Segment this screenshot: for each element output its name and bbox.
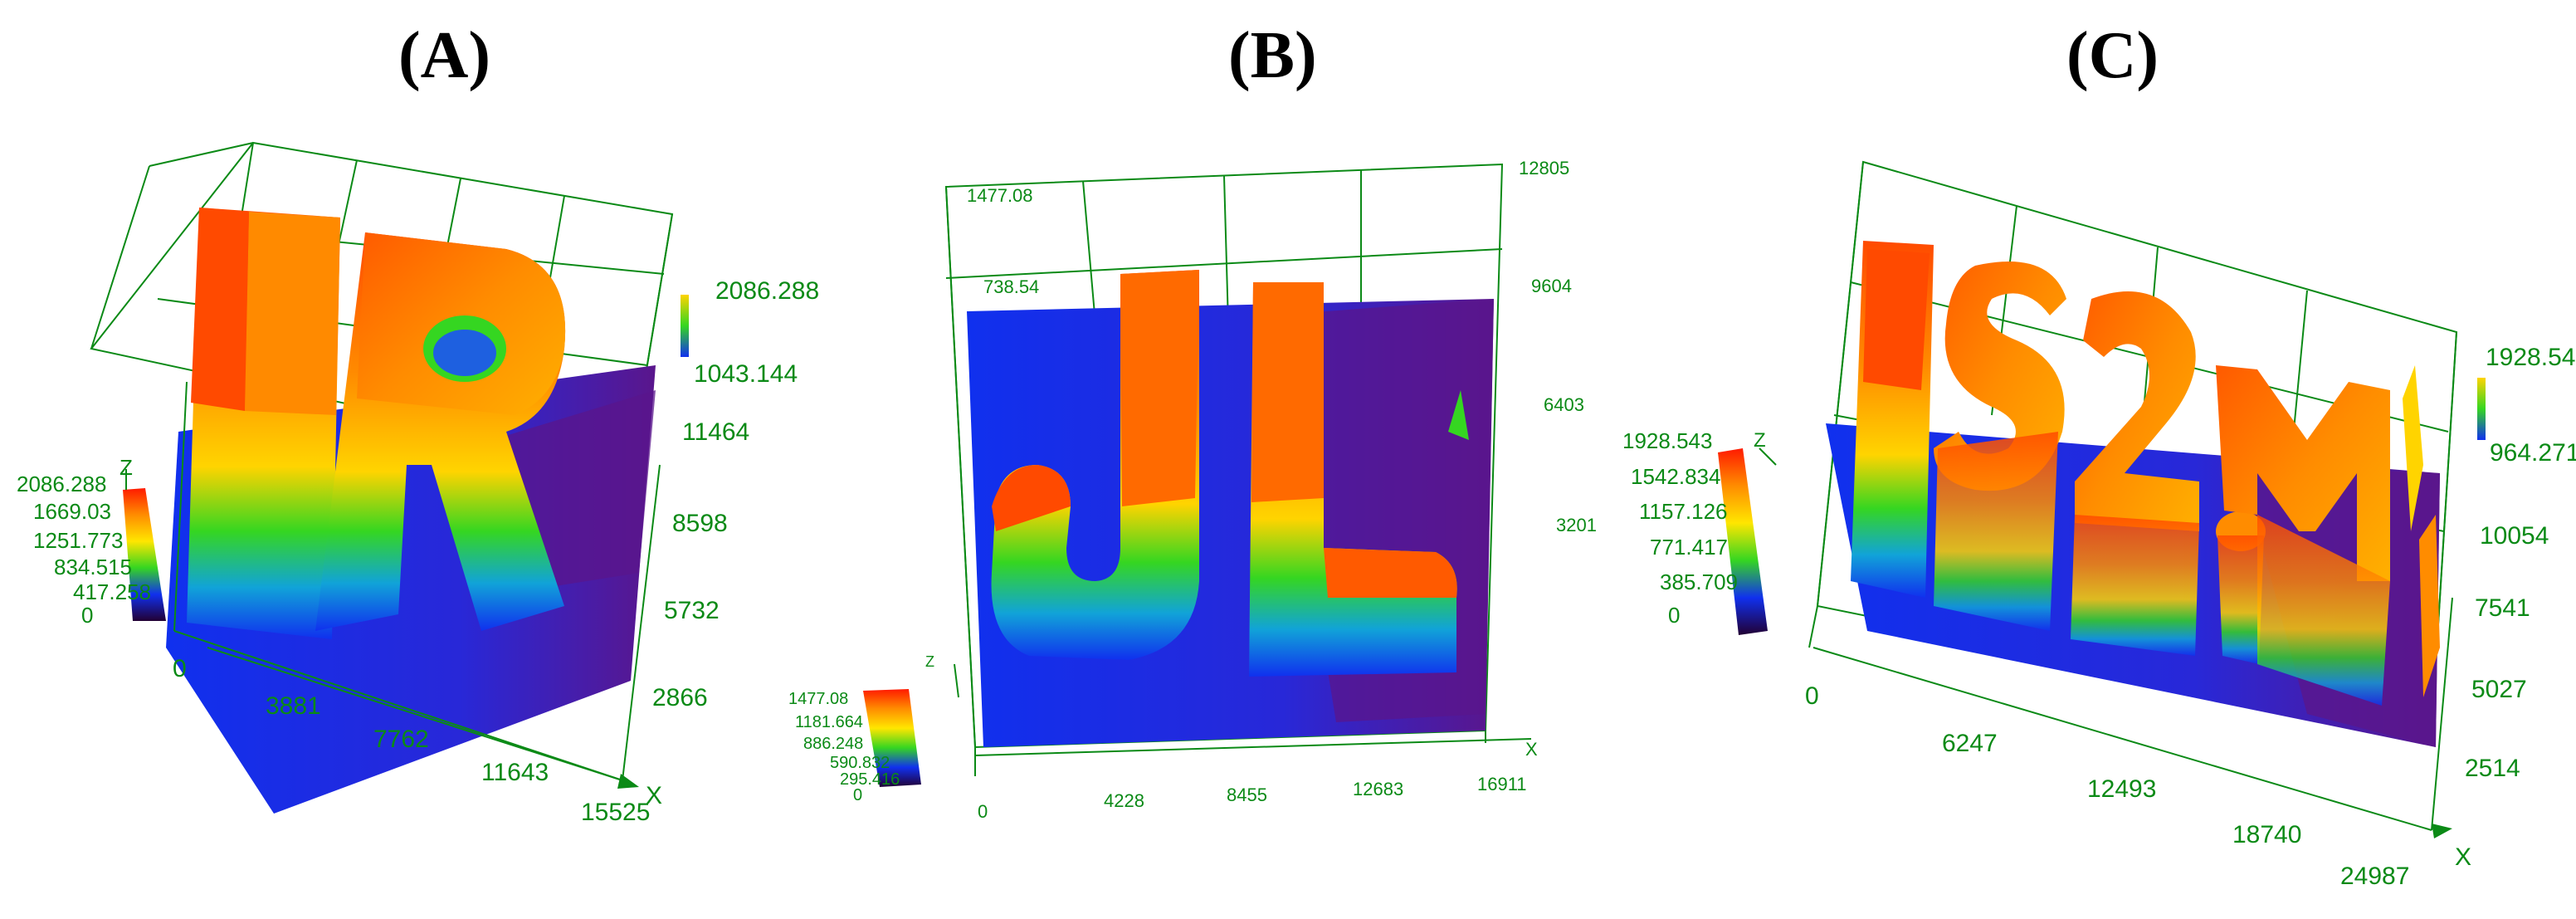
panel-b-y-tick: 6403	[1544, 394, 1584, 415]
panel-a-scale-label: 417.258	[73, 579, 151, 604]
panel-a-relief-letter-i	[187, 208, 340, 639]
panel-b-x-tick: 12683	[1353, 779, 1403, 799]
panel-c-mini-scale	[2477, 378, 2486, 440]
panel-c-y-tick: 10054	[2480, 522, 2549, 550]
panel-a-y-tick: 11464	[682, 418, 749, 446]
panel-c-y-tick: 7541	[2475, 594, 2530, 622]
panel-b-title: (B)	[1228, 19, 1317, 92]
panel-b-x-tick: 0	[978, 801, 988, 822]
panel-b-y-tick: 9604	[1531, 276, 1572, 296]
panel-a-scale-label: 1669.03	[33, 499, 111, 524]
panel-a-scale-label: 0	[81, 603, 93, 628]
panel-c-x-axis-label: X	[2455, 843, 2471, 871]
panel-b-scale-label: 1477.08	[788, 690, 848, 708]
panel-b-edge-spike	[1448, 390, 1469, 440]
panel-c-scale-label: 385.709	[1660, 569, 1738, 594]
panel-b-plot: Z 1477.08 1181.664 886.248 590.832 295.4…	[788, 158, 1597, 822]
panel-b-color-scale	[863, 689, 921, 787]
panel-b-x-tick: 16911	[1477, 774, 1527, 794]
panel-a-x-arrow	[617, 774, 639, 789]
panel-a-mini-scale	[681, 295, 689, 357]
panel-b-x-axis-label: X	[1525, 739, 1538, 760]
panel-c-scale-label: 771.417	[1650, 535, 1728, 560]
panel-c-axes	[1759, 447, 2453, 831]
panel-c-x-tick: 12493	[2087, 775, 2156, 803]
panel-a-axes	[173, 381, 661, 781]
panel-c-relief-letter-i	[1851, 241, 1934, 598]
panel-a-x-tick: 15525	[581, 799, 650, 826]
panel-b-scale-label: 1181.664	[795, 713, 863, 731]
panel-c-relief-letter-m	[2216, 365, 2390, 706]
panel-c-relief-dot	[2216, 511, 2266, 664]
panel-c-title: (C)	[2066, 19, 2159, 92]
panel-a-z-axis-label: Z	[120, 455, 133, 480]
panel-c-z-mid-label: 964.271	[2490, 439, 2576, 467]
panel-a-y-tick: 5732	[664, 597, 720, 624]
panel-b-y-tick: 3201	[1556, 515, 1597, 535]
panel-c-x-tick: 0	[1805, 682, 1819, 710]
panel-a-relief-letter-r	[315, 232, 566, 631]
panel-b-relief-letter-l	[1249, 282, 1457, 677]
panel-a-x-tick: 3881	[266, 692, 321, 720]
panel-b-z-top-label: 1477.08	[967, 185, 1033, 206]
panel-c-edge-spike	[2403, 365, 2423, 531]
panel-c-x-arrow	[2432, 824, 2452, 838]
panel-c-relief-letter-2	[2071, 291, 2199, 656]
panel-b-z-axis-label: Z	[925, 653, 934, 670]
panel-a-x-tick: 11643	[481, 759, 549, 786]
panel-b-x-tick: 4228	[1104, 790, 1144, 811]
panel-b-axes	[954, 663, 1532, 756]
panel-a-x-axis-label: X	[646, 782, 662, 809]
panel-a-color-scale	[123, 488, 166, 621]
panel-c-y-tick: 2514	[2465, 755, 2520, 782]
panel-c-edge-spike	[2419, 515, 2440, 697]
panel-c-scale-label: 1157.126	[1639, 499, 1728, 524]
panel-b-z-mid-label: 738.54	[983, 276, 1039, 297]
panel-b-scale-label: 0	[853, 786, 862, 804]
panel-b-x-tick: 8455	[1227, 785, 1267, 805]
panel-c-scale-label: 0	[1668, 603, 1680, 628]
panel-c-x-tick: 18740	[2232, 821, 2301, 848]
panel-c-scale-label: 1542.834	[1631, 464, 1720, 489]
panel-c-scale-label: 1928.543	[1622, 428, 1712, 453]
panel-c-x-tick: 24987	[2340, 863, 2409, 890]
panel-a-scale-label: 834.515	[54, 555, 132, 579]
panel-b-relief-letter-j	[991, 270, 1199, 660]
panel-a-scale-label: 2086.288	[17, 472, 106, 496]
panel-a-y-tick: 8598	[672, 510, 728, 537]
panel-a-z-mid-label: 1043.144	[694, 360, 798, 388]
panel-c-z-top-label: 1928.543	[2486, 344, 2576, 371]
panel-a-scale-label: 1251.773	[33, 528, 123, 553]
panel-c-color-scale	[1718, 448, 1768, 635]
panel-c-y-tick: 5027	[2471, 676, 2527, 703]
panel-a-x-tick: 7762	[373, 726, 429, 753]
panel-c-relief-letter-s	[1934, 262, 2066, 631]
panel-a-title: (A)	[398, 19, 491, 92]
panel-b-y-tick: 12805	[1519, 158, 1569, 178]
panel-b-scale-label: 295.416	[840, 770, 900, 789]
panel-a-z-top-label: 2086.288	[715, 277, 819, 305]
panel-a-x-tick: 0	[173, 655, 187, 682]
panel-a-plot: Z 2086.288 1669.03 1251.773 834.515 417.…	[17, 141, 819, 826]
panel-b-scale-label: 590.832	[830, 754, 890, 772]
panel-a-y-tick: 2866	[652, 684, 708, 711]
panel-c-x-tick: 6247	[1942, 730, 1998, 757]
panel-b-scale-label: 886.248	[803, 735, 863, 753]
panel-c-z-axis-label: Z	[1754, 429, 1766, 452]
panel-c-plot: Z 1928.543 1542.834 1157.126 771.417 385…	[1622, 160, 2576, 890]
